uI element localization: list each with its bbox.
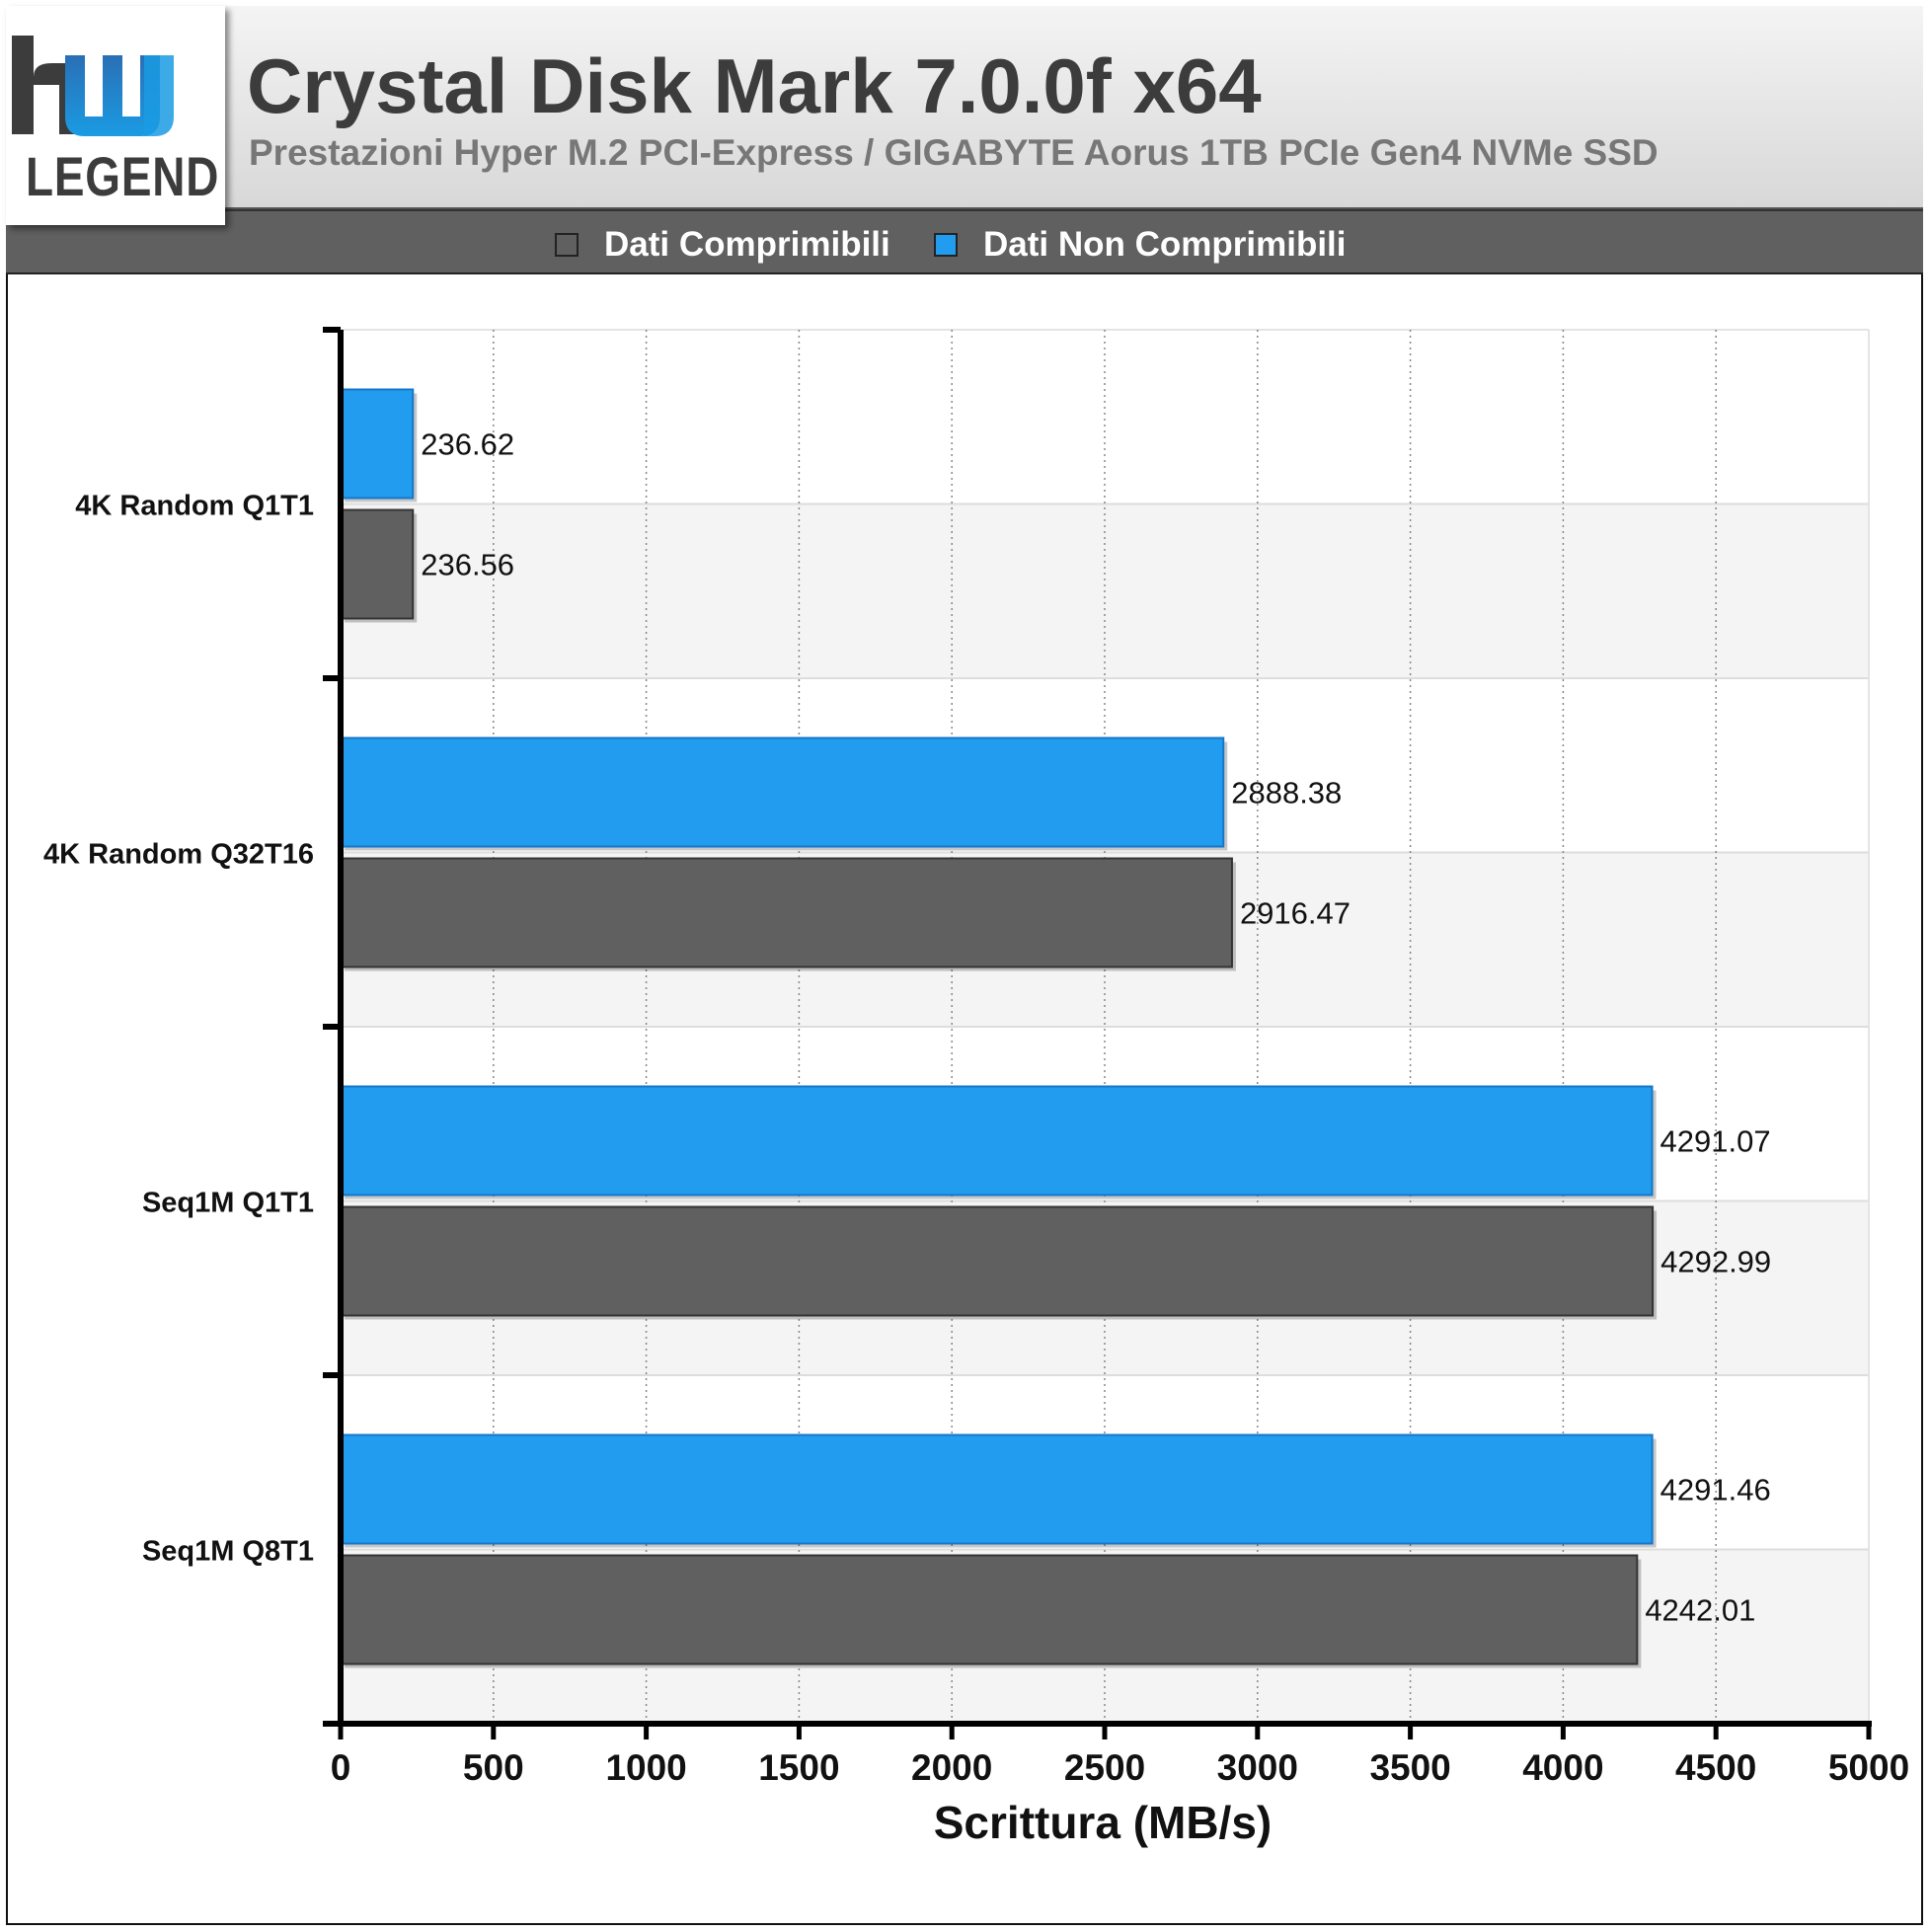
legend-bar: Dati Comprimibili Dati Non Comprimibili: [6, 209, 1923, 274]
bar-value-label: 4291.46: [1660, 1473, 1771, 1507]
x-tick-label: 3500: [1369, 1747, 1450, 1788]
value-labels: 236.62 236.56 2888.38 2916.47 4291.07 4292.99…: [421, 427, 1771, 1628]
x-tick-label: 4000: [1522, 1747, 1603, 1788]
legend-swatch-compressible: [555, 233, 579, 257]
x-tick-labels: 0 500 1000 1500 2000 2500 3000 3500 4000 4500 5000: [331, 1747, 1909, 1788]
legend-swatch-non-compressible: [934, 233, 958, 257]
logo-wordmark: LEGEND: [25, 145, 220, 207]
chart-header: Crystal Disk Mark 7.0.0f x64 Prestazioni…: [6, 6, 1923, 209]
x-tick-label: 1500: [758, 1747, 839, 1788]
bar: [340, 1433, 1654, 1545]
category-label: Seq1M Q8T1: [142, 1536, 314, 1568]
bar: [340, 857, 1233, 968]
x-tick-label: 5000: [1828, 1747, 1909, 1788]
bar: [340, 508, 415, 620]
category-label: Seq1M Q1T1: [142, 1188, 314, 1219]
legend-label-compressible: Dati Comprimibili: [604, 225, 890, 264]
legend-item-compressible: Dati Comprimibili: [555, 225, 890, 265]
logo-graphic: [12, 36, 174, 136]
legend-item-non-compressible: Dati Non Comprimibili: [934, 225, 1347, 265]
x-axis-label: Scrittura (MB/s): [934, 1797, 1272, 1848]
x-tick-label: 4500: [1675, 1747, 1756, 1788]
axes: [323, 327, 1872, 1739]
bar-value-label: 4291.07: [1660, 1124, 1771, 1159]
bar: [340, 1205, 1655, 1317]
category-label: 4K Random Q32T16: [43, 839, 314, 871]
chart-subtitle: Prestazioni Hyper M.2 PCI-Express / GIGA…: [249, 132, 1659, 173]
bars: [340, 388, 1658, 1668]
bar-value-label: 2888.38: [1231, 776, 1342, 811]
bar-value-label: 4242.01: [1645, 1593, 1755, 1628]
x-tick-label: 2000: [911, 1747, 992, 1788]
bar: [340, 736, 1225, 848]
bar: [340, 1554, 1639, 1665]
category-label: 4K Random Q1T1: [75, 491, 314, 522]
bar: [340, 388, 415, 500]
bar-value-label: 4292.99: [1660, 1245, 1771, 1279]
bar: [340, 1085, 1654, 1197]
hwlegend-logo: LEGEND: [6, 6, 225, 225]
bar-value-label: 2916.47: [1240, 896, 1351, 931]
chart-title: Crystal Disk Mark 7.0.0f x64: [247, 42, 1262, 129]
x-tick-label: 500: [463, 1747, 524, 1788]
bar-value-label: 236.56: [421, 548, 514, 582]
bar-value-label: 236.62: [421, 427, 514, 462]
x-tick-label: 0: [331, 1747, 351, 1788]
x-tick-label: 2500: [1064, 1747, 1145, 1788]
legend-label-non-compressible: Dati Non Comprimibili: [983, 225, 1347, 264]
x-tick-label: 3000: [1217, 1747, 1298, 1788]
category-labels: 4K Random Q1T1 4K Random Q32T16 Seq1M Q1T1…: [43, 491, 314, 1568]
x-tick-label: 1000: [605, 1747, 686, 1788]
